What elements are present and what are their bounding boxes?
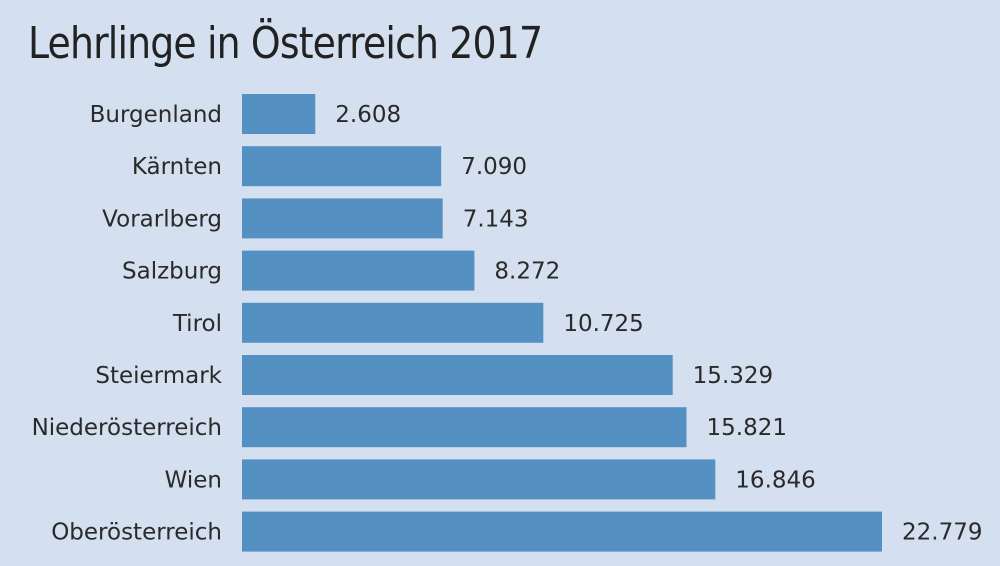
bar bbox=[242, 355, 673, 395]
value-label: 10.725 bbox=[563, 311, 643, 337]
bar bbox=[242, 459, 716, 500]
value-label: 15.329 bbox=[693, 363, 773, 389]
chart-title: Lehrlinge in Österreich 2017 bbox=[28, 18, 543, 69]
category-label: Salzburg bbox=[122, 259, 222, 285]
category-label: Steiermark bbox=[95, 363, 222, 389]
value-label: 16.846 bbox=[735, 467, 815, 493]
category-label: Oberösterreich bbox=[51, 520, 222, 546]
bar bbox=[242, 407, 687, 448]
bars bbox=[242, 94, 882, 552]
value-label: 7.090 bbox=[461, 154, 527, 180]
category-label: Niederösterreich bbox=[32, 415, 222, 441]
category-label: Tirol bbox=[172, 311, 222, 337]
bar bbox=[242, 302, 544, 343]
value-label: 8.272 bbox=[494, 259, 560, 285]
bar bbox=[242, 198, 443, 239]
category-labels: Burgenland Kärnten Vorarlberg Salzburg Tirol… bbox=[32, 102, 223, 546]
bar bbox=[242, 250, 475, 291]
value-label: 2.608 bbox=[335, 102, 401, 128]
category-label: Vorarlberg bbox=[102, 206, 222, 232]
bar bbox=[242, 94, 316, 134]
value-label: 22.779 bbox=[902, 520, 982, 546]
value-label: 7.143 bbox=[463, 206, 529, 232]
category-label: Wien bbox=[165, 467, 222, 493]
bar bbox=[242, 511, 882, 552]
category-label: Kärnten bbox=[132, 154, 222, 180]
value-label: 15.821 bbox=[707, 415, 787, 441]
bar bbox=[242, 146, 442, 187]
category-label: Burgenland bbox=[90, 102, 222, 128]
